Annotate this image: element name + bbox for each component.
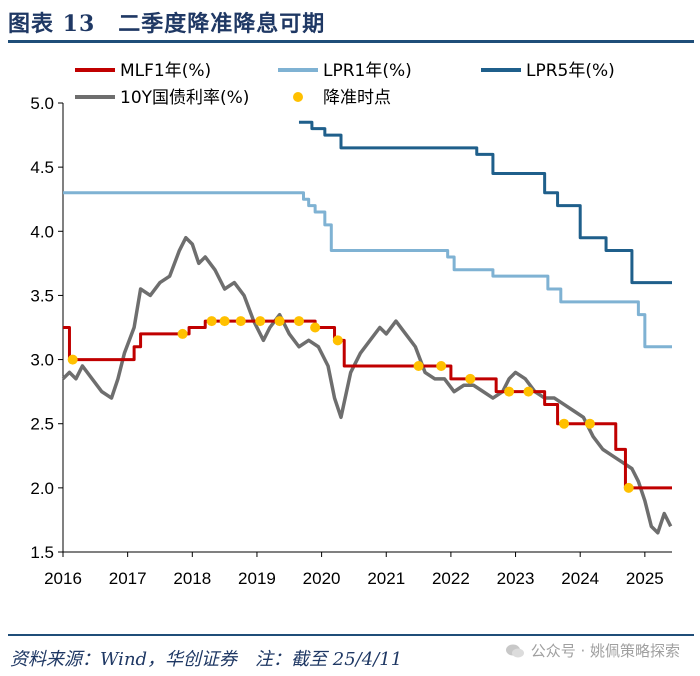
chart-title: 图表 13 二季度降准降息可期 [8, 11, 326, 37]
y-tick-label: 5.0 [30, 94, 54, 113]
rrr-cut-dot [274, 316, 285, 327]
rrr-cut-dot [235, 316, 246, 327]
title-rule [8, 40, 694, 43]
rrr-cut-dot [206, 316, 217, 327]
y-tick-label: 1.5 [30, 543, 54, 562]
lpr-1y-line [63, 191, 672, 349]
legend-label: 10Y国债利率(%) [120, 88, 249, 108]
legend-label: MLF1年(%) [120, 61, 211, 81]
rrr-cut-dot [255, 316, 266, 327]
y-tick-label: 4.0 [30, 222, 54, 241]
rrr-cut-dot [413, 360, 424, 371]
legend-label: LPR5年(%) [526, 61, 615, 81]
rrr-cut-dot [177, 328, 188, 339]
x-tick-label: 2018 [173, 569, 211, 588]
watermark-text: 公众号 · 姚佩策略探索 [530, 642, 680, 660]
rrr-cut-dot [523, 386, 534, 397]
chart-title-bar: 图表 13 二季度降准降息可期 [8, 0, 694, 40]
x-tick-label: 2019 [238, 569, 276, 588]
footer-rule [8, 634, 694, 636]
x-tick-label: 2024 [561, 569, 599, 588]
bond-10y-line [61, 235, 673, 535]
source-note: 资料来源：Wind，华创证券 注：截至 25/4/11 [10, 649, 403, 670]
x-tick-label: 2022 [432, 569, 470, 588]
rrr-cut-dot [584, 418, 595, 429]
y-tick-label: 2.0 [30, 479, 54, 498]
y-tick-label: 4.5 [30, 158, 54, 177]
x-tick-label: 2025 [626, 569, 664, 588]
rrr-cut-dot [219, 316, 230, 327]
rrr-cut-dot [504, 386, 515, 397]
watermark: 公众号 · 姚佩策略探索 [505, 640, 680, 661]
lpr-5y-line [298, 120, 672, 285]
rrr-cut-dot [465, 373, 476, 384]
x-tick-label: 2020 [303, 569, 341, 588]
y-tick-label: 3.5 [30, 286, 54, 305]
wechat-icon [505, 644, 524, 657]
y-tick-label: 2.5 [30, 415, 54, 434]
rate-chart: 5.0 4.5 4.0 3.5 3.0 2.5 2.0 1.5 2016 2017 2018 2019… [30, 61, 673, 588]
rrr-cut-dot [559, 418, 570, 429]
x-tick-label: 2023 [497, 569, 535, 588]
legend-label: 降准时点 [323, 88, 391, 108]
rrr-cut-dot [436, 360, 447, 371]
legend-swatch-dot [293, 92, 303, 102]
rrr-cut-dot [293, 316, 304, 327]
x-tick-label: 2021 [367, 569, 405, 588]
legend-label: LPR1年(%) [323, 61, 412, 81]
x-tick-label: 2016 [44, 569, 82, 588]
rrr-cut-dot [623, 482, 634, 493]
rrr-cut-dot [310, 322, 321, 333]
x-tick-label: 2017 [109, 569, 147, 588]
y-tick-label: 3.0 [30, 351, 54, 370]
rrr-cut-dot [332, 335, 343, 346]
rrr-cut-dot [67, 354, 78, 365]
